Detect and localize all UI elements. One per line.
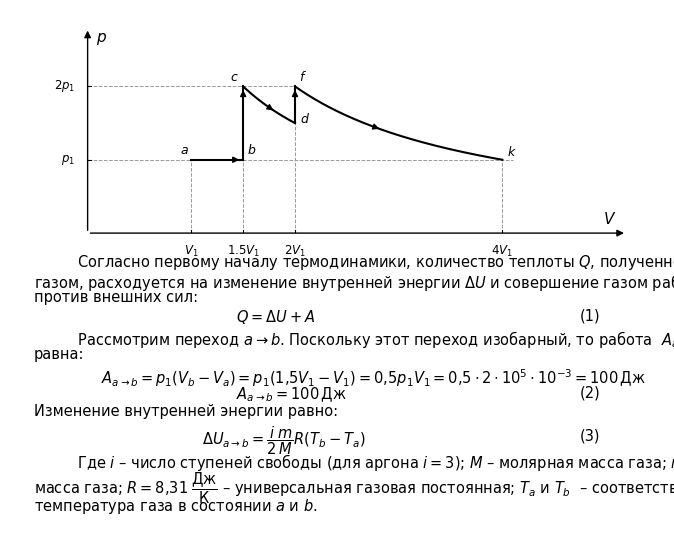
- Text: масса газа; $R = 8{,}31 \; \dfrac{\text{Дж}}{\text{К}}$ – универсальная газовая : масса газа; $R = 8{,}31 \; \dfrac{\text{…: [34, 471, 674, 506]
- Text: (3): (3): [580, 428, 600, 443]
- Text: $c$: $c$: [231, 70, 239, 84]
- Text: $p_1$: $p_1$: [61, 153, 75, 166]
- Text: $4V_1$: $4V_1$: [491, 244, 514, 259]
- Text: $b$: $b$: [247, 143, 257, 157]
- Text: $d$: $d$: [300, 112, 310, 126]
- Text: $p$: $p$: [96, 32, 107, 47]
- Text: $\Delta U_{a \rightarrow b} = \dfrac{i}{2} \dfrac{m}{M} R(T_b - T_a)$: $\Delta U_{a \rightarrow b} = \dfrac{i}{…: [202, 425, 365, 457]
- Text: $2p_1$: $2p_1$: [54, 78, 75, 94]
- Text: Изменение внутренней энергии равно:: Изменение внутренней энергии равно:: [34, 404, 338, 419]
- Text: $V$: $V$: [603, 211, 617, 227]
- Text: $1.5V_1$: $1.5V_1$: [226, 244, 259, 259]
- Text: Согласно первому началу термодинамики, количество теплоты $Q$, полученное: Согласно первому началу термодинамики, к…: [54, 253, 674, 271]
- Text: $A_{a \rightarrow b} = 100\,\text{Дж}$: $A_{a \rightarrow b} = 100\,\text{Дж}$: [236, 386, 346, 404]
- Text: $A_{a \rightarrow b} = p_1(V_b - V_a) = p_1(1{,}5V_1 - V_1) = 0{,}5p_1V_1 = 0{,}: $A_{a \rightarrow b} = p_1(V_b - V_a) = …: [101, 367, 646, 389]
- Text: равна:: равна:: [34, 347, 84, 362]
- Text: (1): (1): [580, 308, 601, 323]
- Text: $Q = \Delta U + A$: $Q = \Delta U + A$: [236, 308, 315, 326]
- Text: $k$: $k$: [507, 145, 516, 159]
- Text: Где $i$ – число ступеней свободы (для аргона $i = 3$); $M$ – молярная масса газа: Где $i$ – число ступеней свободы (для ар…: [54, 452, 674, 473]
- Text: температура газа в состоянии $a$ и $b$.: температура газа в состоянии $a$ и $b$.: [34, 497, 317, 516]
- Text: $2V_1$: $2V_1$: [284, 244, 306, 259]
- Text: Рассмотрим переход $a \rightarrow b$. Поскольку этот переход изобарный, то работ: Рассмотрим переход $a \rightarrow b$. По…: [54, 329, 674, 350]
- Text: против внешних сил:: против внешних сил:: [34, 290, 198, 305]
- Text: $f$: $f$: [299, 69, 307, 84]
- Text: (2): (2): [580, 386, 601, 401]
- Text: $a$: $a$: [181, 144, 189, 157]
- Text: газом, расходуется на изменение внутренней энергии $\Delta U$ и совершение газом: газом, расходуется на изменение внутренн…: [34, 272, 674, 293]
- Text: $V_1$: $V_1$: [184, 244, 199, 259]
